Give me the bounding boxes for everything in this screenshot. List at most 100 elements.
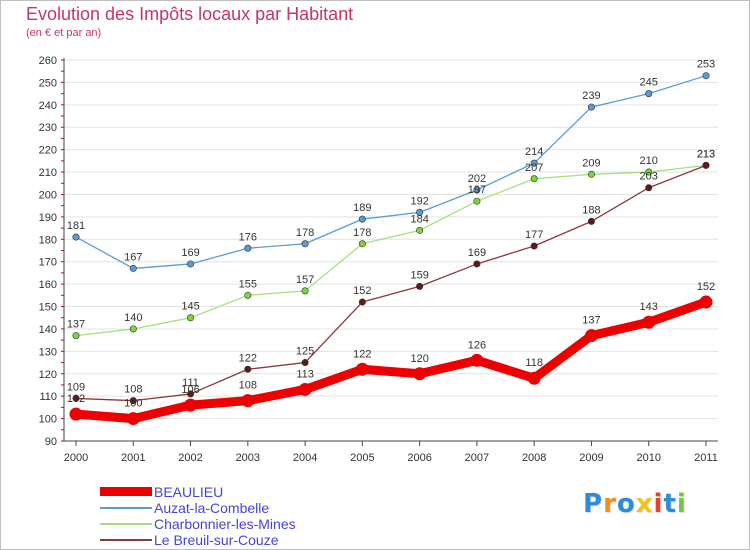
data-label: 197: [468, 184, 486, 196]
data-label: 152: [697, 281, 715, 293]
data-label: 213: [697, 148, 715, 160]
data-point: [358, 215, 366, 223]
data-point: [69, 407, 83, 421]
data-label: 157: [296, 274, 314, 286]
data-label: 213: [697, 148, 715, 160]
data-label: 143: [640, 301, 658, 313]
data-point: [72, 394, 80, 402]
logo-letter: o: [616, 489, 636, 519]
data-point: [298, 382, 312, 396]
data-label: 152: [353, 285, 371, 297]
data-label: 122: [239, 352, 257, 364]
data-label: 167: [124, 251, 142, 263]
chart-subtitle: (en € et par an): [26, 27, 102, 39]
y-tick-label: 120: [39, 369, 57, 381]
x-tick-label: 2003: [236, 452, 260, 464]
data-label: 202: [468, 173, 486, 185]
logo-letter: r: [603, 489, 617, 519]
legend-label-breuil: Le Breuil-sur-Couze: [154, 532, 279, 548]
data-label: 184: [410, 213, 428, 225]
data-point: [527, 371, 541, 385]
data-point: [699, 295, 713, 309]
data-label: 209: [582, 157, 600, 169]
data-label: 111: [182, 377, 199, 389]
data-point: [187, 260, 195, 268]
y-tick-label: 150: [39, 302, 57, 314]
data-label: 108: [124, 384, 142, 396]
data-label: 214: [525, 146, 543, 158]
legend-label-beaulieu: BEAULIEU: [154, 484, 224, 500]
data-point: [126, 412, 140, 426]
x-tick-label: 2000: [64, 452, 88, 464]
x-tick-label: 2004: [293, 452, 317, 464]
data-label: 108: [239, 380, 257, 392]
data-point: [244, 365, 252, 373]
y-tick-label: 110: [39, 391, 57, 403]
legend-label-auzat: Auzat-la-Combelle: [154, 500, 270, 516]
data-label: 169: [468, 247, 486, 259]
data-point: [358, 240, 366, 248]
data-label: 178: [296, 227, 314, 239]
data-label: 192: [410, 195, 428, 207]
data-point: [129, 325, 137, 333]
legend-swatch-charbonnier: [100, 523, 152, 525]
data-label: 122: [353, 348, 371, 360]
proxiti-logo: Proxiti: [583, 489, 687, 519]
data-point: [473, 197, 481, 205]
x-tick-label: 2006: [407, 452, 431, 464]
data-label: 137: [582, 315, 600, 327]
data-point: [645, 90, 653, 98]
data-point: [72, 233, 80, 241]
data-point: [244, 244, 252, 252]
x-tick-label: 2009: [579, 452, 603, 464]
data-point: [642, 315, 656, 329]
data-label: 118: [525, 357, 543, 369]
data-point: [355, 362, 369, 376]
data-label: 178: [353, 227, 371, 239]
data-point: [416, 208, 424, 216]
data-label: 176: [239, 231, 257, 243]
data-point: [645, 168, 653, 176]
data-point: [587, 170, 595, 178]
data-point: [72, 332, 80, 340]
series-line: [75, 164, 707, 337]
data-point: [187, 314, 195, 322]
series-line: [75, 75, 707, 270]
data-point: [702, 72, 710, 80]
legend-swatch-breuil: [100, 539, 152, 541]
x-tick-label: 2010: [636, 452, 660, 464]
legend-swatch-beaulieu: [100, 487, 152, 496]
data-point: [530, 242, 538, 250]
data-label: 253: [697, 59, 715, 71]
data-label: 177: [525, 229, 543, 241]
data-point: [358, 298, 366, 306]
y-tick-label: 180: [39, 234, 57, 246]
y-tick-label: 140: [39, 324, 57, 336]
data-label: 245: [640, 77, 658, 89]
x-tick-label: 2002: [178, 452, 202, 464]
data-label: 106: [181, 384, 199, 396]
series-line: [71, 297, 711, 424]
data-point: [301, 240, 309, 248]
y-tick-label: 100: [39, 414, 57, 426]
data-label: 102: [67, 393, 85, 405]
data-point: [244, 291, 252, 299]
data-point: [584, 329, 598, 343]
y-tick-label: 200: [39, 189, 57, 201]
data-point: [416, 282, 424, 290]
data-point: [301, 359, 309, 367]
data-label: 203: [640, 171, 658, 183]
logo-letter: t: [663, 489, 677, 519]
logo-letter: P: [583, 489, 604, 519]
data-point: [530, 175, 538, 183]
y-tick-label: 90: [45, 436, 57, 448]
data-label: 113: [296, 368, 314, 380]
y-tick-label: 160: [39, 279, 57, 291]
x-tick-label: 2007: [465, 452, 489, 464]
y-tick-label: 250: [39, 77, 57, 89]
y-tick-label: 190: [39, 212, 57, 224]
y-tick-label: 130: [39, 346, 57, 358]
data-label: 155: [239, 278, 257, 290]
data-point: [587, 217, 595, 225]
